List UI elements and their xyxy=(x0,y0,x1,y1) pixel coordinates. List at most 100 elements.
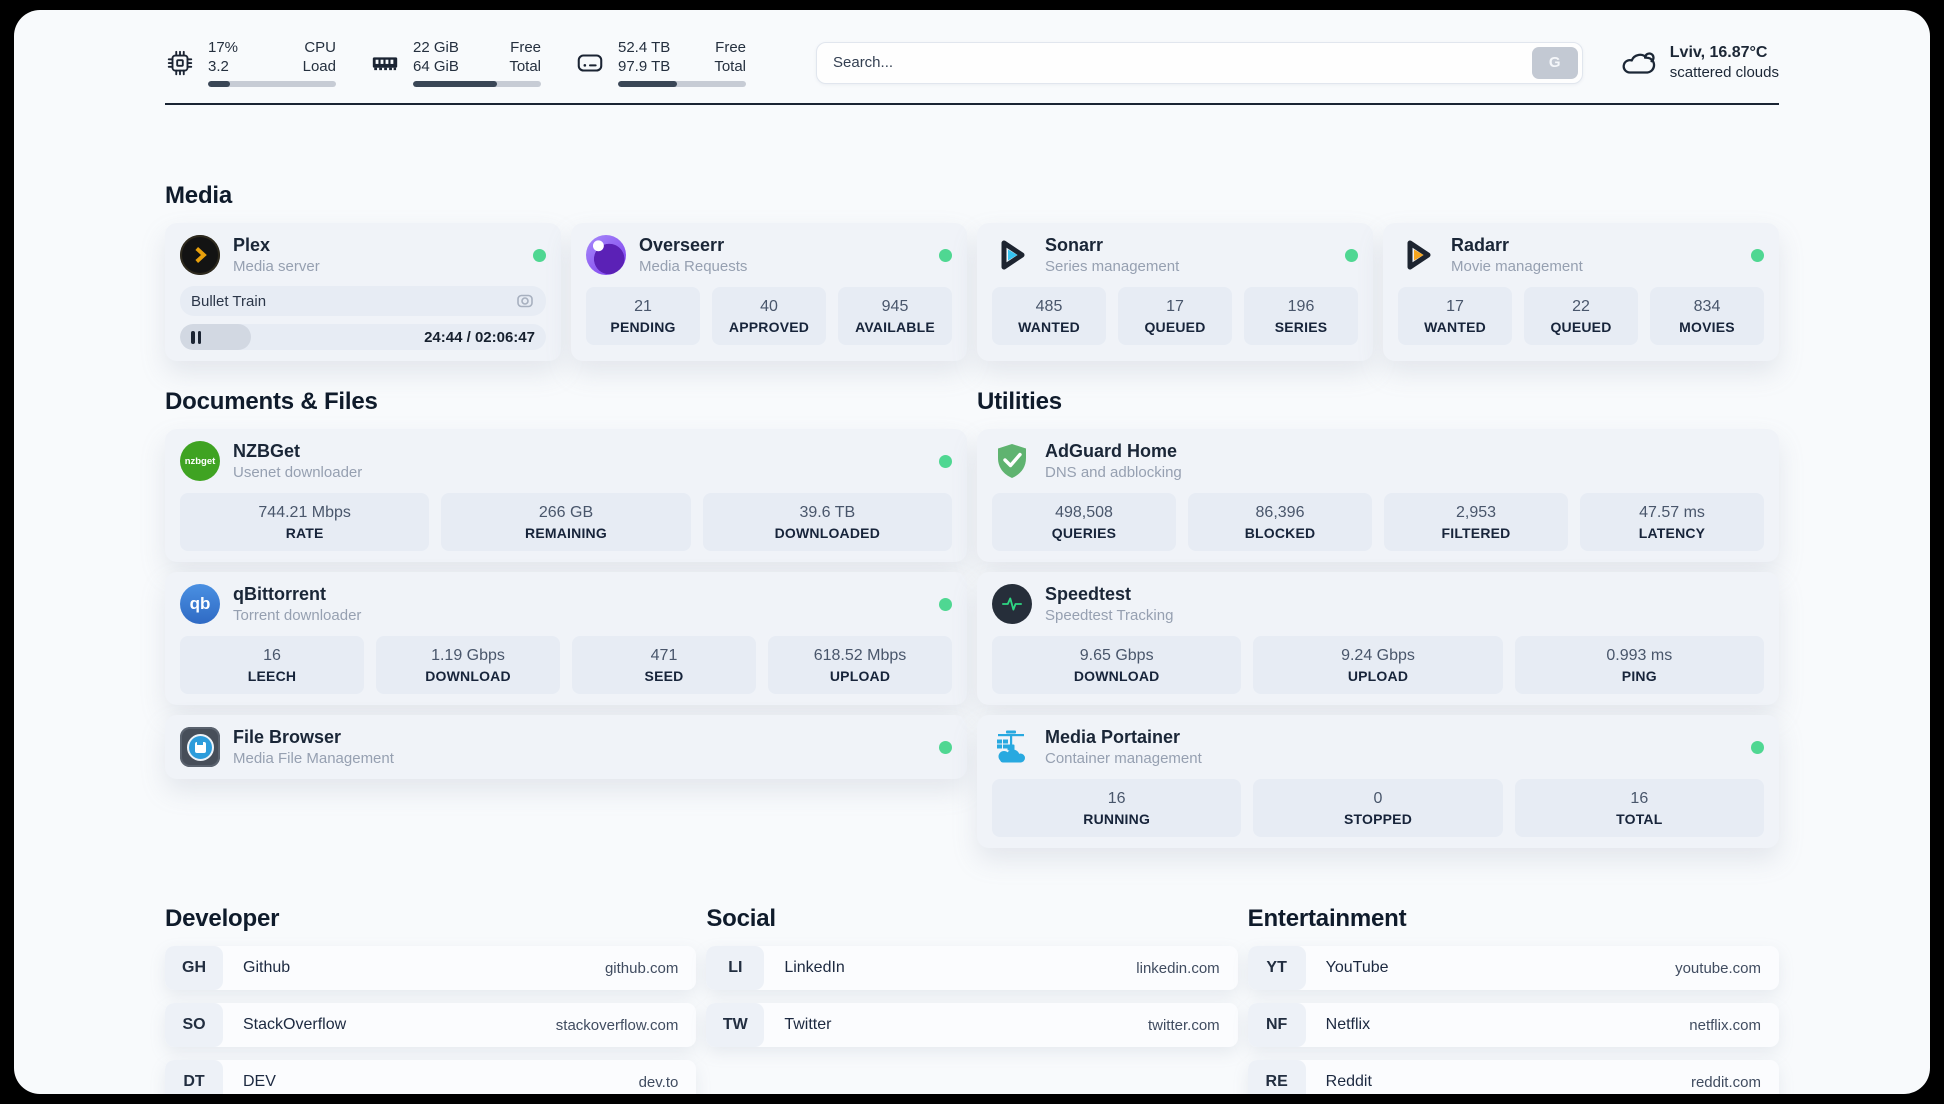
stat-downloaded: 39.6 TB DOWNLOADED xyxy=(702,493,952,551)
portainer-icon xyxy=(992,727,1032,767)
link-reddit[interactable]: RE Reddit reddit.com xyxy=(1247,1060,1779,1094)
stat-latency: 47.57 ms LATENCY xyxy=(1580,493,1764,551)
app-subtitle: Container management xyxy=(1045,750,1202,767)
stat-download: 1.19 Gbps DOWNLOAD xyxy=(376,636,560,694)
cpu-load-label: Load xyxy=(302,58,336,75)
app-name: File Browser xyxy=(233,727,342,747)
stat-running: 16 RUNNING xyxy=(992,779,1242,837)
utilities-column: Utilities AdGuard Home xyxy=(977,387,1779,848)
link-linkedin[interactable]: LI LinkedIn linkedin.com xyxy=(706,946,1238,990)
disk-progress-fill xyxy=(618,81,677,87)
app-subtitle: Torrent downloader xyxy=(233,607,362,624)
app-card-nzbget[interactable]: nzbget NZBGet Usenet downloader 744.21 M… xyxy=(165,429,967,562)
app-card-adguard[interactable]: AdGuard Home DNS and adblocking 498,508 … xyxy=(977,429,1779,562)
stat-filtered: 2,953 FILTERED xyxy=(1384,493,1568,551)
link-dev[interactable]: DT DEV dev.to xyxy=(165,1060,697,1094)
status-dot xyxy=(939,248,952,262)
entertainment-column: Entertainment YT YouTube youtube.com NF … xyxy=(1247,904,1779,1094)
cloud-icon xyxy=(1622,51,1655,74)
social-column: Social LI LinkedIn linkedin.com TW Twitt… xyxy=(706,904,1238,1094)
link-github[interactable]: GH Github github.com xyxy=(165,946,697,990)
cpu-progress-track xyxy=(208,81,336,87)
plex-icon xyxy=(180,235,220,275)
playback-time: 24:44 / 02:06:47 xyxy=(424,328,535,346)
developer-column: Developer GH Github github.com SO StackO… xyxy=(165,904,697,1094)
app-name: Media Portainer xyxy=(1045,727,1181,747)
overseerr-icon xyxy=(586,235,626,275)
stat-available: 945 AVAILABLE xyxy=(838,287,952,345)
app-card-portainer[interactable]: Media Portainer Container management 16 … xyxy=(977,715,1779,848)
link-twitter[interactable]: TW Twitter twitter.com xyxy=(706,1003,1238,1047)
media-cards-row: Plex Media server Bullet Train 24:44 / 0… xyxy=(165,223,1779,361)
status-dot xyxy=(939,740,952,754)
app-subtitle: Usenet downloader xyxy=(233,464,363,481)
link-prefix-badge: LI xyxy=(706,946,765,990)
stat-remaining: 266 GB REMAINING xyxy=(441,493,691,551)
status-dot xyxy=(1751,740,1764,754)
playback-progress-bar[interactable]: 24:44 / 02:06:47 xyxy=(180,324,546,350)
section-title-social: Social xyxy=(706,905,776,932)
stat-queued: 22 QUEUED xyxy=(1524,287,1638,345)
app-name: NZBGet xyxy=(233,441,300,461)
stat-wanted: 485 WANTED xyxy=(992,287,1106,345)
section-title-entertainment: Entertainment xyxy=(1247,905,1407,932)
stat-movies: 834 MOVIES xyxy=(1650,287,1764,345)
now-playing-row: Bullet Train xyxy=(180,286,546,316)
cpu-usage-label: CPU xyxy=(304,39,336,56)
app-card-overseerr[interactable]: Overseerr Media Requests 21 PENDING 40 A… xyxy=(571,223,967,361)
stat-wanted: 17 WANTED xyxy=(1398,287,1512,345)
stat-rate: 744.21 Mbps RATE xyxy=(180,493,430,551)
disk-free-label: Free xyxy=(715,39,746,56)
app-card-qbittorrent[interactable]: qb qBittorrent Torrent downloader 16 xyxy=(165,572,967,705)
pause-button[interactable] xyxy=(191,330,201,344)
cpu-widget: 17% CPU 3.2 Load xyxy=(165,38,336,87)
link-stackoverflow[interactable]: SO StackOverflow stackoverflow.com xyxy=(165,1003,697,1047)
app-subtitle: Media File Management xyxy=(233,750,394,767)
stat-approved: 40 APPROVED xyxy=(712,287,826,345)
cpu-load-value: 3.2 xyxy=(208,58,229,75)
app-subtitle: Movie management xyxy=(1451,258,1583,275)
stat-stopped: 0 STOPPED xyxy=(1253,779,1503,837)
link-youtube[interactable]: YT YouTube youtube.com xyxy=(1247,946,1779,990)
link-prefix-badge: YT xyxy=(1247,946,1306,990)
app-card-plex[interactable]: Plex Media server Bullet Train 24:44 / 0… xyxy=(165,223,561,361)
header-divider xyxy=(165,103,1779,105)
app-subtitle: Media server xyxy=(233,258,320,275)
stat-ping: 0.993 ms PING xyxy=(1514,636,1764,694)
search-engine-button[interactable]: G xyxy=(1531,46,1578,79)
link-prefix-badge: GH xyxy=(165,946,223,990)
link-prefix-badge: SO xyxy=(165,1003,223,1047)
status-dot xyxy=(939,597,952,611)
link-prefix-badge: RE xyxy=(1247,1060,1306,1094)
app-card-radarr[interactable]: Radarr Movie management 17 WANTED 22 QUE… xyxy=(1383,223,1779,361)
status-dot xyxy=(939,454,952,468)
app-card-speedtest[interactable]: Speedtest Speedtest Tracking 9.65 Gbps D… xyxy=(977,572,1779,705)
app-name: Overseerr xyxy=(639,235,725,255)
stat-total: 16 TOTAL xyxy=(1514,779,1764,837)
memory-total-label: Total xyxy=(509,58,541,75)
memory-free-label: Free xyxy=(510,39,541,56)
memory-progress-track xyxy=(413,81,541,87)
stat-queued: 17 QUEUED xyxy=(1118,287,1232,345)
app-name: AdGuard Home xyxy=(1045,441,1178,461)
memory-free-value: 22 GiB xyxy=(413,39,459,56)
radarr-icon xyxy=(1398,235,1438,275)
documents-column: Documents & Files nzbget NZBGet Usenet d… xyxy=(165,387,967,848)
media-type-icon xyxy=(517,294,533,308)
app-card-filebrowser[interactable]: File Browser Media File Management xyxy=(165,715,967,779)
section-title-documents: Documents & Files xyxy=(165,388,378,415)
search-input[interactable] xyxy=(816,41,1583,84)
dashboard-panel: 17% CPU 3.2 Load xyxy=(14,10,1930,1094)
stat-queries: 498,508 QUERIES xyxy=(992,493,1176,551)
app-subtitle: Media Requests xyxy=(639,258,748,275)
search-container: G xyxy=(816,41,1583,84)
speedtest-icon xyxy=(992,584,1032,624)
weather-condition: scattered clouds xyxy=(1669,64,1779,81)
stat-series: 196 SERIES xyxy=(1244,287,1358,345)
app-name: Plex xyxy=(233,235,271,255)
stat-blocked: 86,396 BLOCKED xyxy=(1188,493,1372,551)
link-netflix[interactable]: NF Netflix netflix.com xyxy=(1247,1003,1779,1047)
status-dot xyxy=(533,248,546,262)
app-card-sonarr[interactable]: Sonarr Series management 485 WANTED 17 Q… xyxy=(977,223,1373,361)
app-name: Speedtest xyxy=(1045,584,1132,604)
